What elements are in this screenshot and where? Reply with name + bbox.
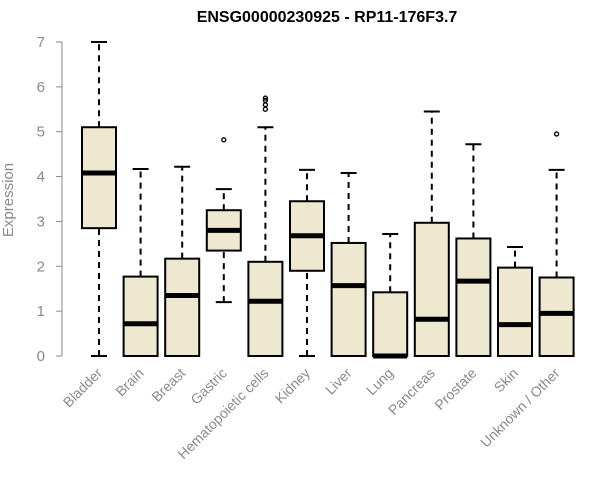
box-skin	[497, 245, 533, 358]
box-rect	[455, 237, 492, 357]
y-tick-label: 5	[37, 124, 45, 141]
box-rect	[372, 291, 409, 357]
y-tick-label: 7	[37, 34, 45, 51]
chart-title: ENSG00000230925 - RP11-176F3.7	[197, 9, 458, 26]
box-bladder	[81, 41, 117, 357]
y-tick-label: 1	[37, 303, 45, 320]
y-tick-label: 2	[37, 258, 45, 275]
box-rect	[497, 266, 533, 358]
outlier-point	[221, 137, 227, 143]
y-tick-label: 4	[37, 169, 45, 186]
box-breast	[164, 165, 201, 357]
y-tick-label: 3	[37, 213, 45, 230]
box-liver	[330, 171, 367, 358]
x-tick-label: Brain	[112, 365, 146, 399]
box-rect	[122, 275, 159, 357]
box-kidney	[289, 168, 325, 357]
outlier-point	[262, 102, 269, 108]
y-tick-label: 0	[37, 348, 45, 365]
x-tick-label: Prostate	[431, 365, 479, 413]
outlier-point	[262, 95, 269, 101]
box-rect	[164, 257, 201, 357]
box-gastric	[205, 137, 242, 304]
x-tick-label: Kidney	[272, 365, 314, 407]
box-rect	[81, 126, 117, 230]
box-rect	[413, 221, 450, 357]
box-brain	[122, 167, 159, 357]
box-unknown-other	[538, 131, 575, 357]
x-tick-label: Breast	[148, 365, 188, 405]
x-tick-label: Unknown / Other	[477, 365, 563, 451]
outlier-point	[262, 97, 269, 103]
y-axis: 0 1 2 3 4 5 6 7	[37, 34, 63, 365]
outlier-point	[262, 106, 269, 112]
box-hematopoietic-cells	[247, 95, 284, 357]
y-tick-label: 6	[37, 79, 45, 96]
box-rect	[330, 241, 367, 358]
y-axis-label: Expression	[0, 163, 17, 237]
box-rect	[538, 276, 575, 357]
x-tick-label: Bladder	[60, 365, 106, 411]
x-tick-label: Liver	[322, 365, 355, 398]
x-tick-label: Skin	[491, 365, 522, 396]
x-tick-label: Lung	[363, 365, 396, 398]
box-lung	[372, 232, 409, 359]
box-prostate	[455, 143, 492, 357]
outlier-point	[553, 131, 560, 137]
box-pancreas	[413, 110, 450, 357]
boxes-group	[81, 41, 575, 359]
box-rect	[247, 260, 284, 357]
